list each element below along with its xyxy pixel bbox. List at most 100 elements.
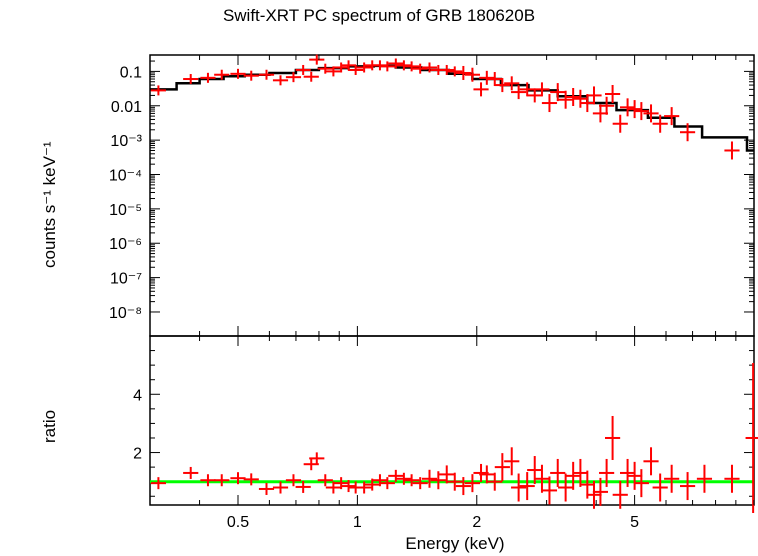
data-point — [379, 477, 395, 490]
data-point — [724, 464, 740, 493]
data-point — [550, 458, 566, 487]
y-tick-label: 10⁻⁵ — [109, 202, 142, 219]
data-point — [504, 76, 520, 91]
data-point — [527, 88, 543, 103]
data-point — [565, 87, 581, 106]
data-point — [214, 474, 230, 487]
data-point — [664, 107, 680, 126]
data-point — [592, 477, 609, 506]
data-point — [303, 71, 319, 82]
data-point — [183, 74, 199, 85]
x-tick-label: 5 — [630, 514, 639, 531]
data-point — [473, 82, 489, 97]
data-point — [605, 415, 621, 460]
data-point — [317, 474, 333, 487]
data-point — [519, 472, 535, 501]
data-point — [272, 75, 289, 86]
data-point — [652, 114, 668, 133]
ratio-panel: 24 — [133, 335, 758, 513]
data-point — [652, 473, 668, 502]
data-point — [612, 480, 628, 509]
data-point — [396, 472, 412, 485]
data-point — [527, 456, 543, 485]
data-point — [272, 481, 289, 494]
data-point — [372, 474, 388, 487]
data-point — [421, 62, 438, 73]
data-point — [504, 447, 520, 476]
x-axis-label: Energy (keV) — [405, 534, 505, 553]
data-point — [309, 452, 325, 465]
data-point — [541, 94, 558, 113]
data-point — [388, 469, 404, 482]
data-point — [258, 482, 275, 495]
data-point — [333, 62, 349, 73]
data-point — [534, 464, 550, 493]
data-point — [487, 472, 503, 491]
data-point — [325, 481, 341, 494]
model-line — [150, 64, 754, 152]
data-point — [439, 465, 455, 484]
data-point — [541, 476, 558, 505]
data-point — [679, 123, 696, 142]
data-point — [183, 466, 199, 479]
data-point — [214, 69, 230, 80]
data-point — [285, 474, 302, 487]
data-point — [633, 102, 649, 121]
data-point — [243, 70, 259, 81]
y-tick-label: 10⁻³ — [110, 133, 142, 150]
data-point — [494, 453, 510, 482]
data-point — [487, 72, 503, 87]
data-point — [340, 480, 357, 493]
y-tick-label: 4 — [133, 387, 142, 404]
data-point — [745, 362, 758, 513]
data-point — [364, 478, 380, 491]
data-point — [430, 471, 446, 490]
data-point — [379, 61, 395, 72]
data-point — [200, 72, 216, 83]
data-point — [150, 477, 166, 490]
spectrum-panel: 0.1 0.01 10⁻³ 10⁻⁴ 10⁻⁵ 10⁻⁶ 10⁻⁷ 10⁻⁸ — [109, 54, 755, 337]
data-point — [558, 90, 574, 109]
data-point — [619, 458, 636, 487]
data-point — [309, 54, 325, 65]
spectrum-frame — [149, 54, 755, 337]
data-point — [619, 98, 636, 117]
data-point — [565, 461, 581, 490]
data-point — [230, 472, 246, 485]
data-point — [340, 60, 357, 71]
data-point — [258, 69, 275, 80]
data-point — [388, 58, 404, 69]
data-point — [534, 82, 550, 97]
data-point — [599, 96, 615, 115]
data-point — [579, 94, 595, 113]
data-point — [511, 473, 527, 502]
data-point — [150, 85, 166, 96]
data-point — [412, 63, 428, 74]
data-point — [447, 66, 463, 77]
data-point — [230, 68, 246, 79]
data-point — [519, 82, 535, 97]
data-point — [572, 89, 588, 108]
data-point — [200, 474, 216, 487]
data-point — [455, 65, 471, 80]
data-point — [643, 447, 659, 476]
y-tick-label: 0.01 — [111, 99, 142, 116]
x-tick-label: 0.5 — [227, 514, 249, 531]
data-point — [599, 458, 615, 487]
data-point — [572, 458, 588, 487]
data-point — [285, 72, 302, 83]
chart-title: Swift-XRT PC spectrum of GRB 180620B — [222, 6, 536, 25]
data-point — [494, 78, 510, 93]
data-point — [633, 469, 649, 498]
data-point — [696, 464, 713, 493]
data-point — [317, 63, 333, 74]
ratio-frame — [149, 335, 755, 506]
data-point — [724, 141, 740, 160]
data-point — [455, 477, 471, 496]
data-point — [243, 473, 259, 486]
y-tick-label: 10⁻⁷ — [110, 271, 142, 288]
data-point — [558, 473, 574, 502]
data-point — [295, 64, 311, 75]
data-point — [295, 480, 311, 493]
